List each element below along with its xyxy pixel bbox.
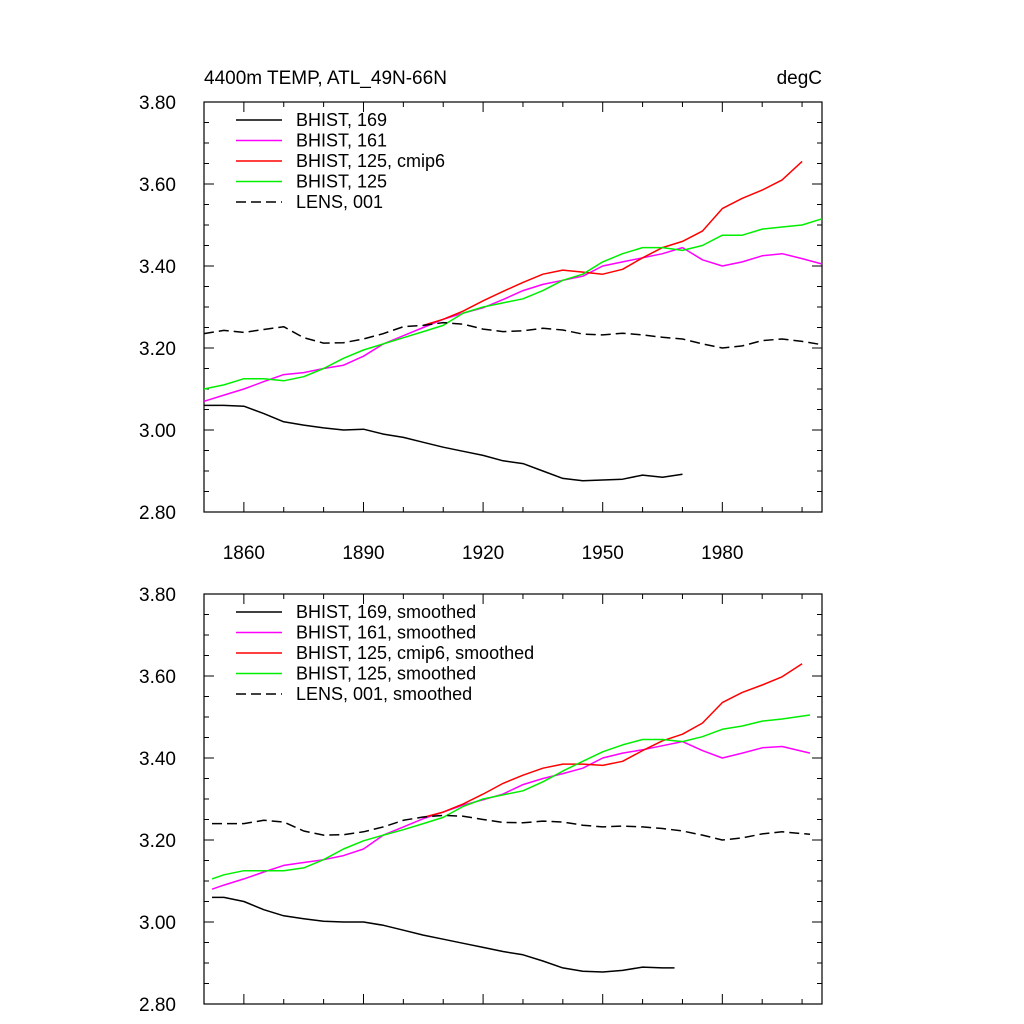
legend-label: BHIST, 125, cmip6, smoothed: [296, 643, 534, 663]
panel-top-title-left: 4400m TEMP, ATL_49N-66N: [204, 68, 447, 89]
panel-top: 4400m TEMP, ATL_49N-66N degC 2.80 3.00 3.2…: [139, 68, 823, 564]
series-line: [203, 321, 823, 349]
y-tick-label: 3.60: [139, 667, 176, 688]
y-tick-label: 3.20: [139, 339, 176, 360]
x-tick-label: 1860: [223, 543, 265, 564]
x-tick-label: 1950: [582, 543, 624, 564]
panel-top-plot: 2.80 3.00 3.20 3.40 3.60 3.80 1860 1890 1920 1950…: [139, 93, 823, 564]
y-tick-label: 3.20: [139, 831, 176, 852]
legend-label: BHIST, 125, cmip6: [296, 151, 445, 171]
y-tick-label: 3.80: [139, 93, 176, 114]
legend-label: BHIST, 125, smoothed: [296, 664, 476, 684]
legend-label: BHIST, 169: [296, 110, 387, 130]
legend-label: LENS, 001: [296, 192, 383, 212]
panel-top-title-right: degC: [777, 68, 822, 89]
y-tick-label: 3.00: [139, 421, 176, 442]
y-tick-label: 3.40: [139, 749, 176, 770]
y-tick-label: 3.60: [139, 175, 176, 196]
legend-label: BHIST, 125: [296, 172, 387, 192]
series-line: [212, 814, 811, 841]
series-line: [203, 246, 823, 403]
x-tick-label: 1980: [701, 543, 743, 564]
legend-label: BHIST, 161: [296, 131, 387, 151]
legend-label: BHIST, 161, smoothed: [296, 623, 476, 643]
series-line: [423, 663, 803, 819]
x-tick-label: 1920: [462, 543, 504, 564]
series-line: [212, 896, 675, 973]
series-line: [423, 160, 803, 327]
series-line: [211, 740, 811, 890]
series-line: [204, 404, 683, 482]
y-tick-label: 2.80: [139, 995, 176, 1016]
series-line: [203, 218, 823, 390]
panel-bottom-plot: 2.80 3.00 3.20 3.40 3.60 3.80 BHIST, 169, smoo…: [139, 585, 823, 1016]
panel-bottom: 2.80 3.00 3.20 3.40 3.60 3.80 BHIST, 169, smoo…: [139, 585, 823, 1016]
y-tick-label: 2.80: [139, 503, 176, 524]
x-tick-label: 1890: [342, 543, 384, 564]
y-tick-label: 3.00: [139, 913, 176, 934]
series-line: [211, 714, 811, 880]
legend-label: LENS, 001, smoothed: [296, 684, 472, 704]
legend-label: BHIST, 169, smoothed: [296, 602, 476, 622]
y-tick-label: 3.40: [139, 257, 176, 278]
y-tick-label: 3.80: [139, 585, 176, 606]
